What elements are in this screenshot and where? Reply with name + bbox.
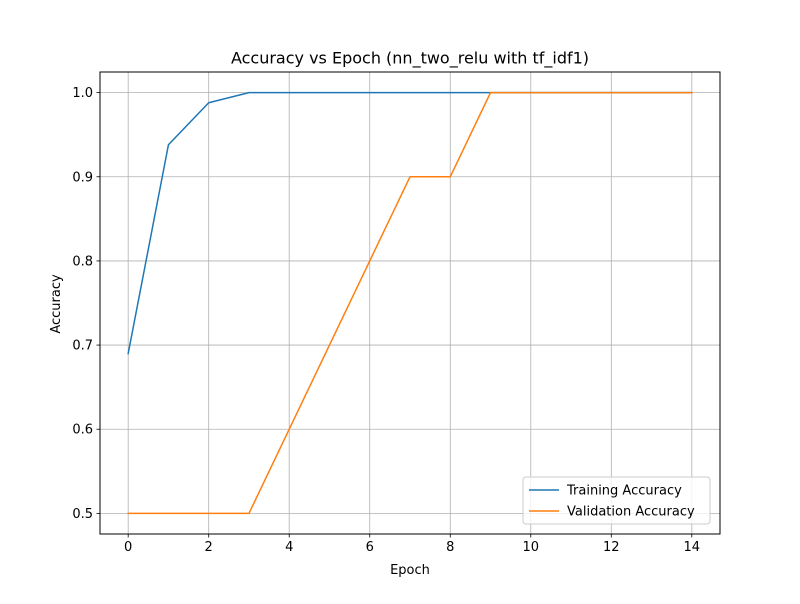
chart-title: Accuracy vs Epoch (nn_two_relu with tf_i… <box>231 49 589 69</box>
series-line-1 <box>127 91 693 515</box>
y-tick-label: 0.5 <box>72 507 93 522</box>
y-tick-label: 1.0 <box>72 86 93 101</box>
series-line-0 <box>127 91 693 355</box>
series-lines <box>127 91 693 515</box>
legend: Training Accuracy Validation Accuracy <box>522 476 711 525</box>
x-axis-label: Epoch <box>390 563 430 578</box>
x-tick-label: 8 <box>446 540 454 555</box>
y-tick-label: 0.7 <box>72 339 93 354</box>
grid <box>100 72 720 534</box>
x-tick-label: 2 <box>205 540 213 555</box>
y-tick-label: 0.8 <box>72 254 93 269</box>
x-tick-label: 6 <box>366 540 374 555</box>
x-tick-label: 4 <box>285 540 293 555</box>
x-tick-label: 10 <box>523 540 540 555</box>
y-tick-label: 0.6 <box>72 423 93 438</box>
x-tick-label: 14 <box>684 540 701 555</box>
x-tick-label: 0 <box>124 540 132 555</box>
ticks: 0 2 4 6 8 10 12 14 0.5 0.6 0.7 0.8 0.9 1.0 <box>72 86 700 555</box>
legend-label-1: Validation Accuracy <box>567 505 695 520</box>
y-axis-label: Accuracy <box>49 274 64 334</box>
x-tick-label: 12 <box>603 540 620 555</box>
plot-frame <box>99 71 721 535</box>
legend-label-0: Training Accuracy <box>566 484 682 499</box>
legend-box <box>522 476 711 525</box>
y-tick-label: 0.9 <box>72 170 93 185</box>
